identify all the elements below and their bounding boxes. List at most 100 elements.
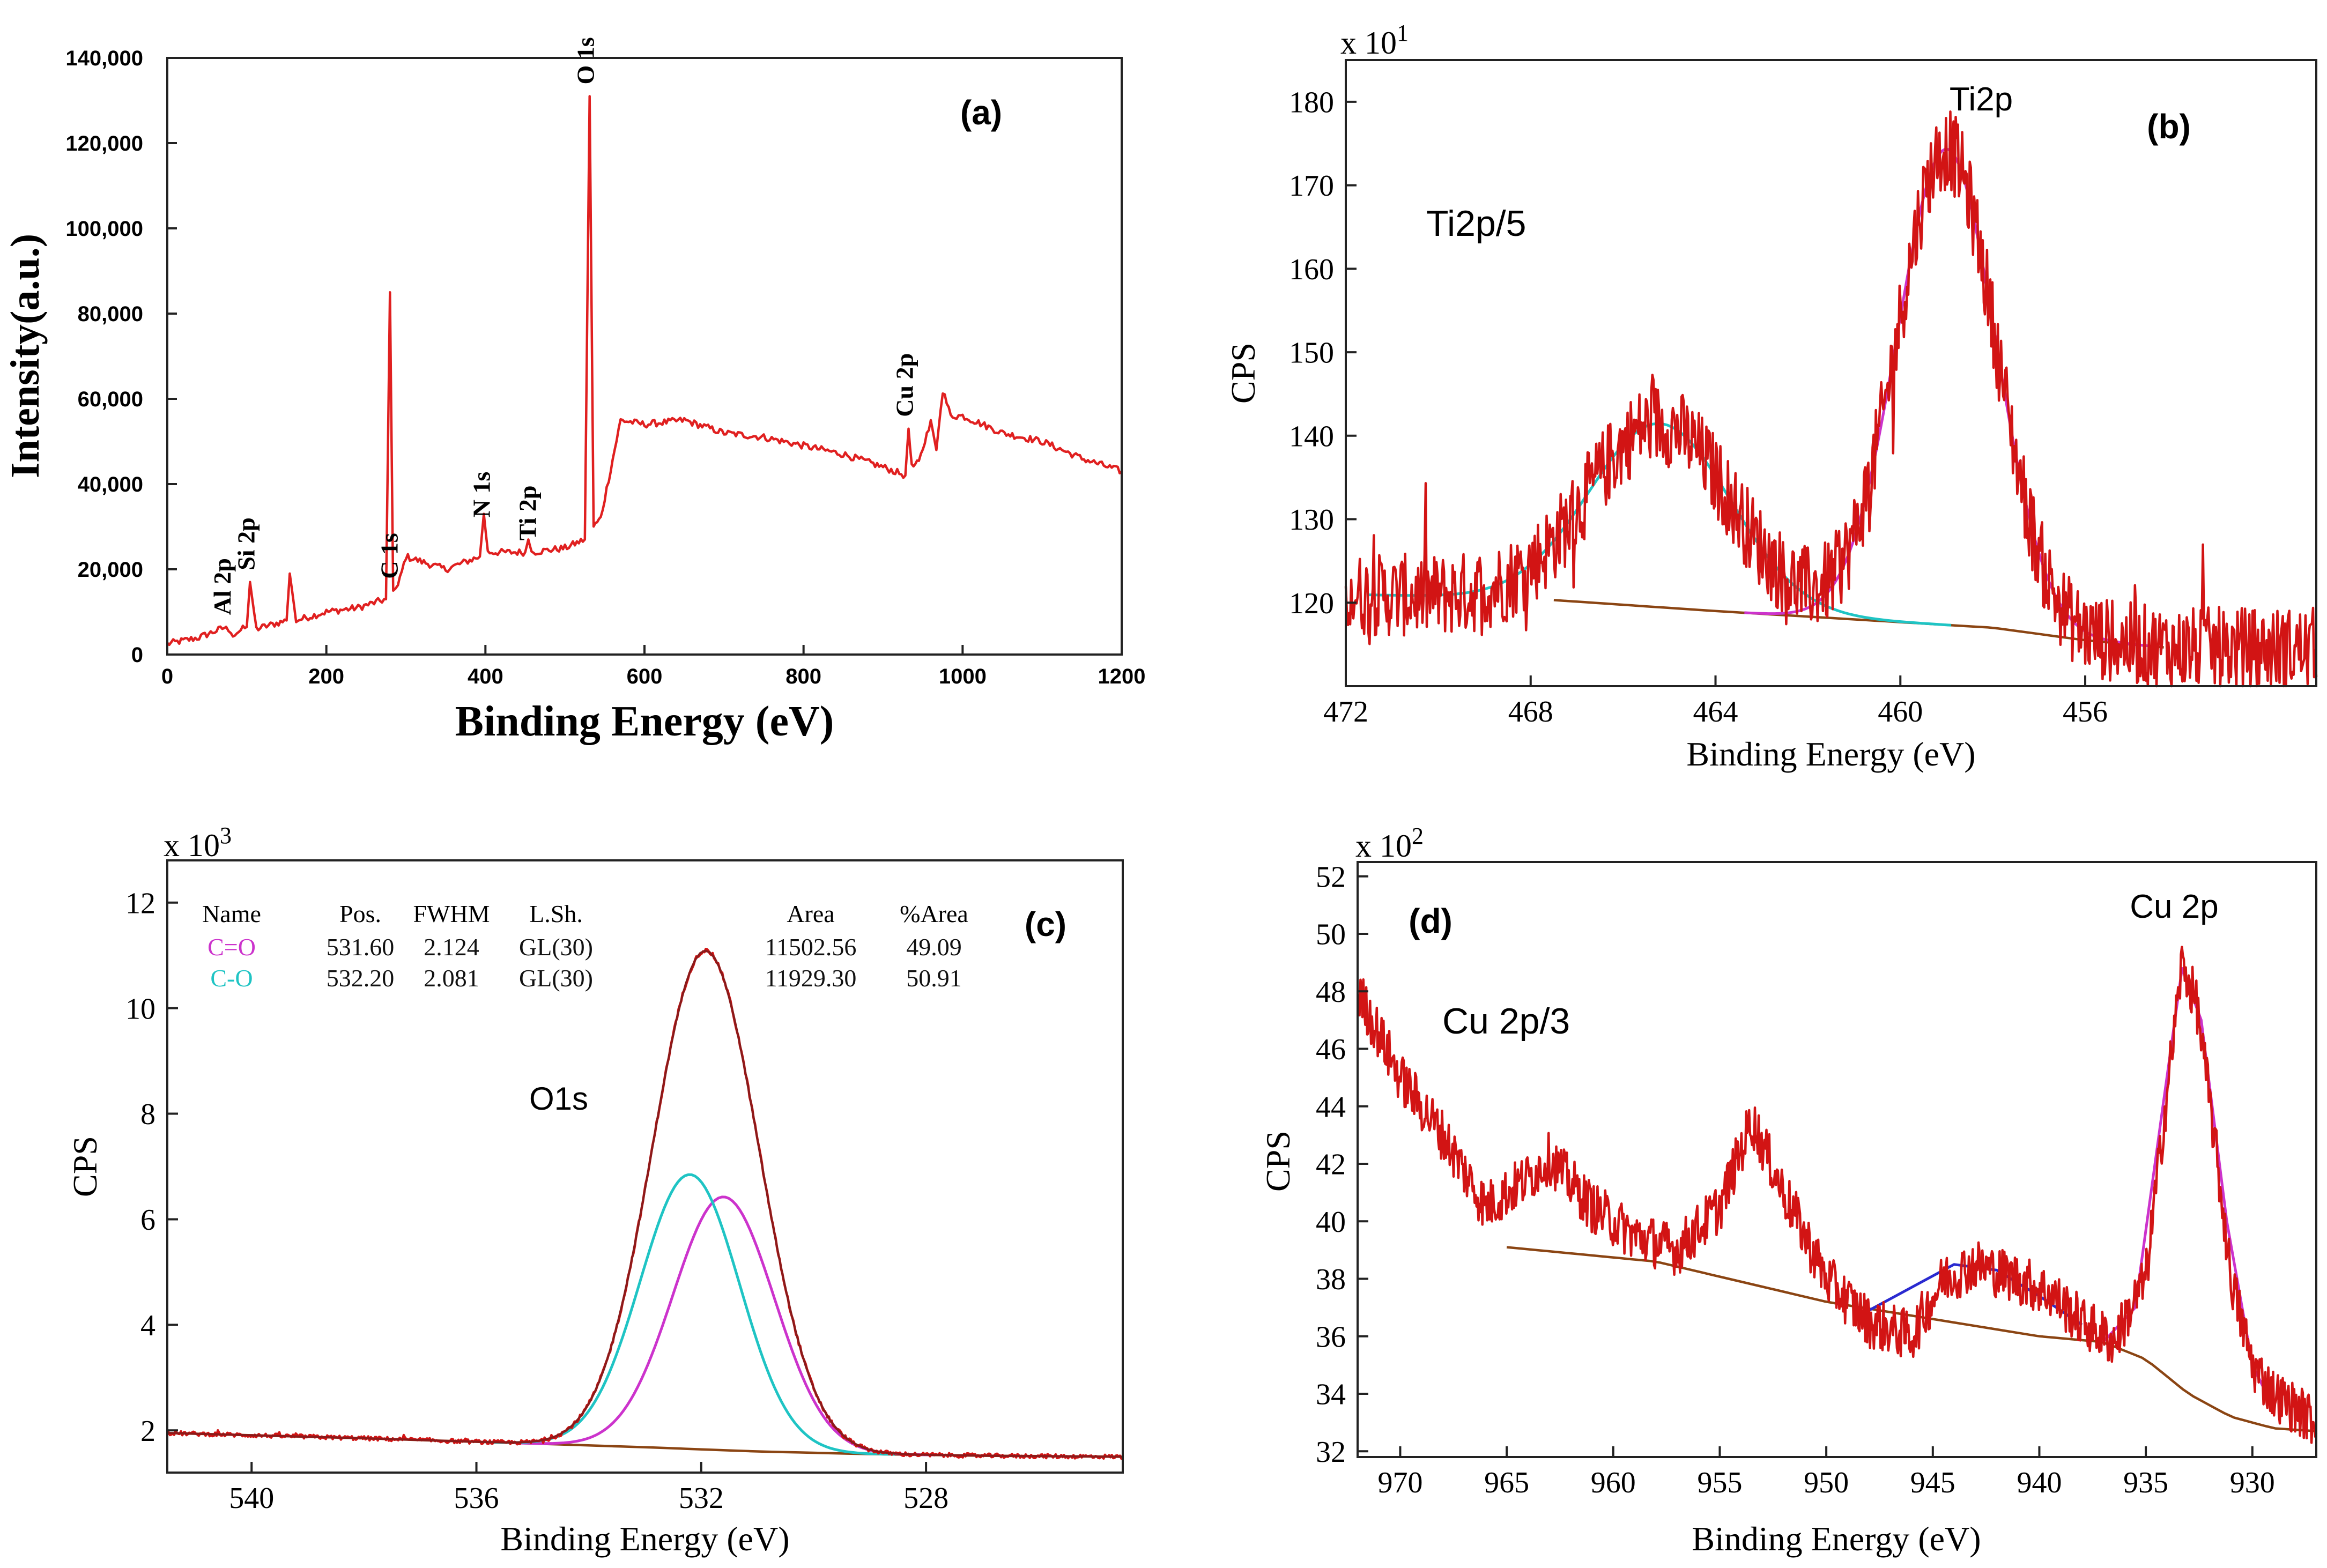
panel-d-x-ticks: 970 965 960 955 950 945 940 935 930 (1377, 1446, 2275, 1499)
panel-c-table-cell: 11929.30 (765, 964, 857, 992)
panel-d-y-tick-label: 36 (1316, 1320, 1346, 1354)
panel-a-y-tick-label: 20,000 (78, 558, 143, 582)
panel-a-peak-annotation: Si 2p (232, 517, 260, 570)
panel-c-annotation-o1s: O1s (529, 1081, 588, 1117)
panel-b-annotation-ti2p: Ti2p (1950, 81, 2013, 118)
panel-a-y-tick-label: 40,000 (78, 473, 143, 496)
panel-d-x-tick-label: 945 (1910, 1466, 1955, 1499)
panel-c-table-cell: GL(30) (519, 933, 593, 961)
panel-c-y-tick-label: 12 (125, 887, 155, 920)
panel-b-multiplier: x 101 (1340, 20, 1409, 61)
panel-a-y-ticks: 0 20,000 40,000 60,000 80,000 100,000 120,000 1… (65, 47, 177, 667)
panel-b-y-axis-label: CPS (1224, 343, 1262, 404)
panel-c-table-header: Name (202, 900, 261, 927)
panel-a-survey-line (166, 95, 1123, 646)
panel-d-y-tick-label: 34 (1316, 1378, 1346, 1411)
panel-a-y-axis-label: Intensity(a.u.) (3, 234, 48, 478)
panel-d-annotation-cu2p: Cu 2p (2130, 888, 2218, 925)
panel-a-x-tick-label: 200 (308, 665, 344, 688)
panel-d-plot-group (1357, 946, 2318, 1444)
panel-b-frame (1345, 59, 2317, 687)
panel-c-table-cell: 11502.56 (765, 933, 857, 961)
panel-a-x-tick-label: 1200 (1098, 665, 1146, 688)
panel-c-table-cell: 2.081 (424, 964, 479, 992)
panel-d-x-tick-label: 935 (2123, 1466, 2168, 1499)
panel-b-x-tick-label: 460 (1878, 695, 1923, 729)
panel-a-peak-annotation: Ti 2p (514, 485, 541, 540)
panel-a-y-tick-label: 80,000 (78, 302, 143, 326)
panel-c-y-axis-label: CPS (66, 1136, 104, 1197)
panel-a-x-tick-label: 600 (627, 665, 663, 688)
panel-b-x-ticks: 472 468 464 460 456 (1323, 675, 2108, 729)
panel-c-x-tick-label: 528 (903, 1482, 948, 1515)
panel-b-plot-group (1344, 110, 2318, 688)
panel-d-y-tick-label: 32 (1316, 1436, 1346, 1469)
panel-c-table-cell: 532.20 (327, 964, 395, 992)
panel-c-peak-table: Name Pos. FWHM L.Sh. Area %Area C=O 531.60 2.124… (202, 900, 968, 992)
panel-d-y-ticks: 32 34 36 38 40 42 44 46 48 50 52 (1316, 860, 1368, 1469)
panel-a-y-tick-label: 0 (131, 643, 143, 667)
panel-a-y-tick-label: 120,000 (65, 132, 143, 155)
panel-d-frame (1357, 861, 2317, 1458)
panel-a-plot-group (166, 95, 1123, 646)
panel-c-y-tick-label: 4 (140, 1309, 155, 1342)
panel-d-x-tick-label: 940 (2017, 1466, 2062, 1499)
panel-d-y-tick-label: 40 (1316, 1206, 1346, 1239)
panel-d-y-tick-label: 38 (1316, 1263, 1346, 1296)
panel-b-y-tick-label: 140 (1289, 420, 1334, 453)
panel-b-annotation-ti2p-5: Ti2p/5 (1426, 203, 1526, 244)
panel-d-raw-spectrum (1357, 946, 2318, 1444)
panel-b-y-ticks: 120 130 140 150 160 170 180 (1289, 86, 1357, 620)
panel-d-y-tick-label: 44 (1316, 1090, 1346, 1124)
panel-c-multiplier-base: x 10 (164, 828, 220, 863)
panel-d-x-tick-label: 950 (1804, 1466, 1849, 1499)
panel-b-x-tick-label: 464 (1693, 695, 1738, 729)
panel-c-table-cell: 2.124 (424, 933, 479, 961)
panel-b-x-tick-label: 456 (2063, 695, 2108, 729)
panel-c-y-tick-label: 6 (140, 1203, 155, 1237)
panel-a-x-tick-label: 1000 (939, 665, 987, 688)
panel-c-y-tick-label: 2 (140, 1415, 155, 1448)
panel-b: 472 468 464 460 456 120 130 140 150 160 170 180 (b… (1224, 20, 2318, 773)
panel-d: 970 965 960 955 950 945 940 935 930 32 34 36 38 40 42… (1259, 823, 2318, 1558)
panel-b-y-tick-label: 170 (1289, 169, 1334, 203)
panel-d-x-tick-label: 960 (1591, 1466, 1636, 1499)
panel-b-label: (b) (2147, 107, 2191, 146)
panel-b-raw-spectrum (1344, 110, 2318, 688)
panel-d-background-line (1506, 1246, 2317, 1432)
panel-c-table-header: Pos. (339, 900, 381, 927)
panel-a-x-tick-label: 400 (468, 665, 503, 688)
panel-c-table-header: L.Sh. (529, 900, 583, 927)
panel-d-x-tick-label: 965 (1484, 1466, 1529, 1499)
panel-b-x-tick-label: 468 (1508, 695, 1553, 729)
panel-c-table-cell: 50.91 (906, 964, 962, 992)
panel-b-y-tick-label: 150 (1289, 337, 1334, 370)
panel-a-peak-annotation: N 1s (468, 472, 495, 518)
panel-b-multiplier-base: x 10 (1340, 25, 1397, 61)
panel-c-table-cell: GL(30) (519, 964, 593, 992)
panel-d-multiplier: x 102 (1355, 823, 1424, 864)
panel-a-x-tick-label: 0 (161, 665, 173, 688)
panel-d-x-axis-label: Binding Energy (eV) (1692, 1520, 1981, 1558)
panel-d-x-tick-label: 930 (2230, 1466, 2275, 1499)
panel-a-y-tick-label: 60,000 (78, 388, 143, 411)
panel-b-y-tick-label: 160 (1289, 253, 1334, 286)
panel-d-y-tick-label: 42 (1316, 1148, 1346, 1181)
panel-c-table-cell: 531.60 (327, 933, 395, 961)
panel-d-y-tick-label: 46 (1316, 1033, 1346, 1066)
panel-b-multiplier-exponent: 1 (1397, 20, 1409, 46)
panel-d-x-tick-label: 955 (1697, 1466, 1742, 1499)
panel-a-peak-annotation: Al 2p (209, 558, 236, 615)
panel-d-multiplier-base: x 10 (1355, 828, 1412, 864)
panel-a-x-tick-label: 800 (785, 665, 821, 688)
panel-a-y-tick-label: 100,000 (65, 217, 143, 241)
panel-b-y-tick-label: 180 (1289, 86, 1334, 119)
panel-c-multiplier: x 103 (164, 822, 232, 863)
panel-d-annotation-cu2p-3: Cu 2p/3 (1442, 1001, 1570, 1042)
panel-a: 0 200 400 600 800 1000 1200 0 20,000 40,000 60,00… (3, 37, 1145, 745)
panel-b-background-line (1553, 599, 2164, 649)
panel-c-x-tick-label: 540 (229, 1482, 274, 1515)
panel-c-table-component-name: C-O (210, 964, 253, 992)
panel-c-x-tick-label: 536 (454, 1482, 499, 1515)
